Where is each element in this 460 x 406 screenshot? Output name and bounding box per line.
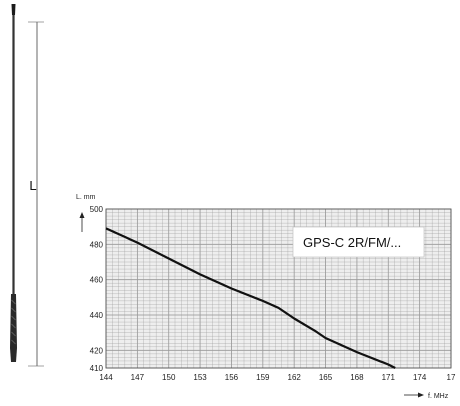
annotation-box [292, 226, 425, 258]
x-tick-label: 156 [225, 373, 239, 382]
annotation-text: GPS-C 2R/FM/... [303, 235, 401, 250]
y-axis: 500 480 460 440 420 410 [90, 205, 104, 373]
y-tick-label: 460 [90, 276, 104, 285]
antenna-drawing: L [10, 4, 44, 367]
x-tick-label: 153 [193, 373, 207, 382]
x-tick-label: 174 [413, 373, 427, 382]
x-axis: 144 147 150 153 156 159 162 165 168 171 174 17 [99, 373, 456, 382]
y-tick-label: 440 [90, 311, 104, 320]
x-tick-label: 17 [447, 373, 456, 382]
x-tick-label: 147 [131, 373, 145, 382]
dimension-label: L [29, 178, 36, 193]
y-tick-label: 500 [90, 205, 104, 214]
x-axis-title: f. MHz [428, 393, 449, 400]
series-line [105, 227, 396, 369]
antenna-tip [11, 4, 16, 15]
y-tick-label: 480 [90, 240, 104, 249]
x-tick-label: 159 [256, 373, 270, 382]
x-tick-label: 168 [350, 373, 364, 382]
x-tick-label: 144 [99, 373, 113, 382]
x-tick-label: 165 [319, 373, 333, 382]
y-axis-title: L. mm [76, 194, 96, 201]
plot-frame [105, 208, 452, 369]
y-tick-label: 420 [90, 346, 104, 355]
x-tick-label: 162 [288, 373, 302, 382]
y-tick-label: 410 [90, 364, 104, 373]
x-tick-label: 171 [382, 373, 396, 382]
antenna-base [10, 294, 17, 362]
x-tick-label: 150 [162, 373, 176, 382]
